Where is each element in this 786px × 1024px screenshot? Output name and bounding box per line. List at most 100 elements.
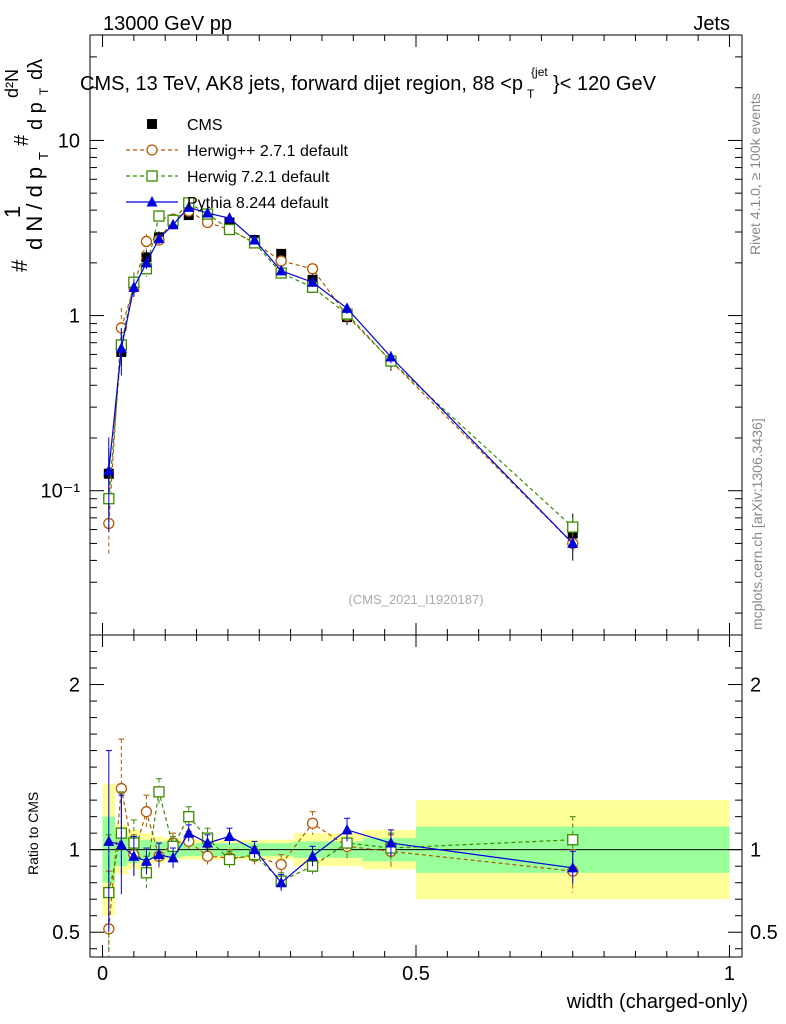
series-point [275,255,287,267]
series-ratio-point [201,850,214,862]
series-point [223,223,236,236]
series-point [567,537,579,548]
series-main-0 [103,205,579,557]
series-point [183,201,195,212]
series-ratio-point [115,838,127,850]
analysis-watermark: (CMS_2021_I1920187) [348,592,483,607]
series-ratio-point [140,855,152,866]
series-ratio-point [249,843,261,855]
legend-item: Herwig 7.2.1 default [126,169,330,186]
series-line [108,210,574,544]
header-category-label: Jets [693,13,730,35]
series-ratio-point [306,817,319,829]
svg-text:d N / d p: d N / d p [22,167,47,250]
series-ratio-point [128,850,140,861]
series-point [567,521,579,533]
ratio-frame [89,634,743,958]
series-point [153,210,165,222]
ratio-y-tick-label: 2 [69,675,80,697]
svg-text:1: 1 [0,206,25,218]
series-point [103,464,115,476]
series-point [153,232,165,244]
legend: CMS Herwig++ 2.7.1 default Herwig 7.2.1 de… [126,117,349,212]
series-ratio-point [202,837,214,848]
rivet-version-label: Rivet 4.1.0, ≥ 100k events [747,93,763,255]
legend-marker [146,170,158,182]
series-line [108,202,574,528]
main-y-axis-label: # d N / d p T 1 # d p T dλ d²N [0,59,51,272]
series-point [385,351,397,362]
series-point [306,263,319,275]
svg-text:#: # [7,259,32,272]
svg-text:T: T [527,87,535,101]
main-y-axis-ticks: 10 1 10⁻¹ [41,34,742,614]
ratio-y-tick-label: 1 [69,840,80,862]
cms-data-series [103,210,578,561]
ratio-y-tick-label-right: 1 [750,840,761,862]
legend-marker [146,196,158,207]
x-axis-ticks: 0 0.5 1 [97,635,735,985]
ratio-plot-panel: 0 0.5 12 21 10.5 0.5 [52,634,778,985]
cms-point [276,248,287,259]
x-tick-label: 0 [97,963,108,985]
series-ratio-point [223,853,236,866]
series-ratio-point [307,850,319,861]
ratio-y-tick-label-right: 0.5 [750,922,778,944]
header-collision-label: 13000 GeV pp [103,13,232,35]
x-tick-label: 0.5 [402,963,430,985]
svg-text:T: T [36,152,51,160]
y-tick-label: 1 [69,306,80,328]
series-ratio-point [567,834,579,846]
series-ratio-point [183,810,195,823]
series-point [249,234,261,245]
series-point [275,264,287,276]
chart-title: CMS, 13 TeV, AK8 jets, forward dijet reg… [80,65,657,101]
ratio-y-axis-label: Ratio to CMS [25,792,41,875]
x-tick-label: 1 [724,963,735,985]
series-point [140,256,152,268]
series-ratio-point [140,806,153,818]
legend-marker [147,119,157,129]
main-plot-panel: 10 1 10⁻¹ [41,34,743,636]
series-ratio-point [567,861,579,873]
series-ratio-point [341,823,353,835]
series-point [307,276,319,287]
y-tick-label: 10⁻¹ [41,481,81,503]
series-ratio-point [167,851,179,863]
series-ratio-point [275,858,287,871]
svg-text:}< 120 GeV: }< 120 GeV [553,73,657,95]
series-ratio-2 [103,750,579,933]
series-ratio-point [103,835,115,846]
series-point [202,207,214,218]
mcplots-label: mcplots.cern.ch [arXiv:1306.3436] [749,418,765,630]
y-tick-label: 10 [58,130,80,152]
legend-label: Herwig 7.2.1 default [187,169,330,186]
series-ratio-point [275,876,287,888]
series-point [167,218,179,230]
series-line [108,206,574,544]
series-main-2 [103,201,579,552]
svg-text:d²N: d²N [2,69,22,98]
legend-item: Herwig++ 2.7.1 default [126,143,349,160]
legend-label: Pythia 8.244 default [187,195,329,212]
svg-text:{jet: {jet [531,65,548,79]
svg-text:dλ: dλ [25,59,47,80]
series-point [128,281,140,292]
legend-label: Herwig++ 2.7.1 default [187,143,349,160]
ratio-y-tick-label: 0.5 [52,922,80,944]
svg-text:#: # [11,134,33,146]
series-point [341,302,353,313]
legend-label: CMS [187,117,223,134]
series-point [140,235,153,248]
legend-item: Pythia 8.244 default [126,195,329,212]
ratio-y-axis-ticks: 2 2 1 1 0.5 0.5 [52,651,778,950]
series-ratio-point [153,848,165,860]
x-axis-label: width (charged-only) [566,991,748,1013]
legend-item: CMS [147,117,223,134]
legend-marker [146,144,158,156]
svg-text:d p: d p [25,102,47,130]
series-ratio-point [153,786,165,798]
series-point [223,212,235,223]
series-ratio-point [183,827,195,838]
